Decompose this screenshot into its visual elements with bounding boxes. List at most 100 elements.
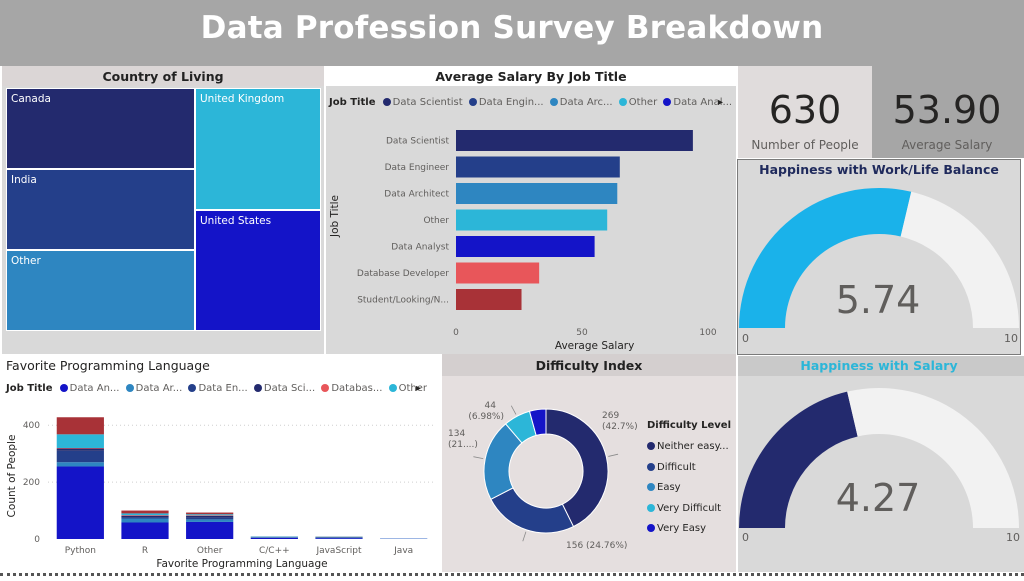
salary-bar-data-scientist[interactable] [456, 130, 693, 151]
difficulty-legend: Neither easy... Difficult Easy Very Diff… [647, 437, 729, 540]
legend-label: Data Scientist [392, 97, 463, 108]
legend-label: Other [398, 383, 428, 394]
language-legend: Job Title Data An... Data Ar... Data En.… [6, 383, 430, 394]
legend-label: Data Arc... [559, 97, 613, 108]
salary-legend-item-data-engineer[interactable]: Data Engin... [468, 97, 544, 108]
language-legend-item-other[interactable]: Other [388, 383, 428, 394]
language-bar-r-database-developer[interactable] [121, 515, 169, 516]
language-bar-other-data-analyst[interactable] [186, 521, 234, 539]
treemap-cell-other[interactable]: Other [6, 250, 195, 331]
language-bar-r-data-architect[interactable] [121, 518, 169, 523]
legend-dot [382, 98, 391, 106]
legend-label: Other [628, 97, 658, 108]
language-bar-r-data-analyst[interactable] [121, 522, 169, 539]
treemap-cell-united-states[interactable]: United States [195, 210, 321, 331]
legend-label: Data Sci... [263, 383, 316, 394]
salary-panel-title: Average Salary By Job Title [435, 69, 627, 84]
difficulty-legend-item-easy[interactable]: Easy [647, 478, 729, 499]
donut-slice-neither-easy[interactable] [545, 408, 609, 528]
salary-gauge-title: Happiness with Salary [800, 358, 958, 373]
treemap-label-united-states: United States [200, 215, 272, 227]
treemap-label-canada: Canada [11, 93, 51, 105]
legend-dot [618, 98, 627, 106]
language-bar-javascript-data-architect[interactable] [315, 537, 363, 539]
language-bar-other-data-architect[interactable] [186, 519, 234, 522]
language-bar-python-database-developer[interactable] [56, 447, 104, 449]
language-category-label: Java [393, 546, 413, 556]
salary-gauge-min: 0 [742, 531, 749, 544]
donut-slice-very-easy[interactable] [528, 408, 547, 436]
difficulty-legend-item-difficult[interactable]: Difficult [647, 458, 729, 479]
language-category-label: Python [65, 546, 96, 556]
salary-legend-item-data-scientist[interactable]: Data Scientist [382, 97, 463, 108]
legend-label: Databas... [331, 383, 383, 394]
legend-dot [647, 442, 655, 450]
language-stacked-bar-chart: Count of People 0 200 400 Python R Other C/C++ J… [6, 417, 436, 570]
salary-bar-student-looking-n[interactable] [456, 289, 522, 310]
legend-dot [663, 98, 672, 106]
treemap-cell-canada[interactable]: Canada [6, 88, 195, 169]
language-bar-r-other[interactable] [121, 513, 169, 516]
legend-dot [125, 384, 134, 392]
language-bar-javascript-data-analyst[interactable] [315, 538, 363, 539]
salary-legend-item-data-architect[interactable]: Data Arc... [549, 97, 613, 108]
gauge-remaining-arc [900, 191, 1019, 328]
donut-leader-line [608, 453, 619, 457]
language-legend-next-arrow[interactable]: ▸ [416, 383, 422, 394]
legend-label: Neither easy... [657, 441, 729, 452]
difficulty-legend-item-very-easy[interactable]: Very Easy [647, 519, 729, 540]
language-bar-python-data-scientist[interactable] [56, 448, 104, 451]
treemap-cell-india[interactable]: India [6, 169, 195, 250]
salary-bar-data-analyst[interactable] [456, 236, 595, 257]
work-life-gauge-min: 0 [742, 332, 749, 345]
salary-category-label: Student/Looking/N... [357, 296, 449, 306]
donut-data-label: 134 (21....) [448, 429, 478, 450]
language-bar-other-database-developer[interactable] [186, 515, 234, 516]
language-legend-item-data-scientist[interactable]: Data Sci... [253, 383, 316, 394]
difficulty-legend-item-very-difficult[interactable]: Very Difficult [647, 499, 729, 520]
legend-label: Data Anal... [673, 97, 733, 108]
salary-category-label: Data Engineer [385, 163, 450, 173]
people-count-label: Number of People [751, 138, 859, 152]
language-bar-other-other[interactable] [186, 514, 234, 516]
salary-legend-item-other[interactable]: Other [618, 97, 658, 108]
salary-legend-item-data-analyst[interactable]: Data Anal... [663, 97, 732, 108]
language-bar-r-data-engineer[interactable] [121, 517, 169, 519]
language-bar-python-student-looking-n[interactable] [56, 417, 104, 435]
legend-label: Data Engin... [478, 97, 544, 108]
language-legend-item-data-architect[interactable]: Data Ar... [125, 383, 182, 394]
treemap-cell-united-kingdom[interactable]: United Kingdom [195, 88, 321, 210]
language-bar-c-c-data-analyst[interactable] [250, 537, 298, 539]
salary-bar-data-engineer[interactable] [456, 156, 620, 178]
salary-category-label: Database Developer [357, 269, 449, 279]
language-bar-r-data-scientist[interactable] [121, 515, 169, 518]
language-bar-other-data-engineer[interactable] [186, 517, 234, 520]
salary-category-label: Other [423, 216, 449, 226]
legend-dot [647, 524, 655, 532]
legend-label: Data An... [69, 383, 120, 394]
gauge-remaining-arc [847, 388, 1019, 528]
language-bar-python-data-engineer[interactable] [56, 450, 104, 463]
language-bar-python-data-architect[interactable] [56, 462, 104, 467]
salary-bar-data-architect[interactable] [456, 183, 618, 204]
language-y-tick: 0 [34, 535, 40, 545]
donut-slice-difficult[interactable] [490, 487, 575, 534]
language-bar-r-student-looking-n[interactable] [121, 510, 169, 514]
language-bar-python-other[interactable] [56, 434, 104, 448]
language-legend-item-data-analyst[interactable]: Data An... [59, 383, 120, 394]
work-life-gauge-value: 5.74 [835, 278, 921, 322]
difficulty-legend-item-neither[interactable]: Neither easy... [647, 437, 729, 458]
language-bar-other-data-scientist[interactable] [186, 515, 234, 518]
salary-bar-other[interactable] [456, 209, 608, 231]
legend-label: Data En... [198, 383, 248, 394]
salary-bar-database-developer[interactable] [456, 262, 540, 284]
language-bar-c-c-data-architect[interactable] [250, 537, 298, 538]
gauge-value-arc [739, 391, 858, 528]
salary-legend-next-arrow[interactable]: ▸ [718, 97, 724, 108]
language-legend-item-data-engineer[interactable]: Data En... [188, 383, 248, 394]
language-bar-python-data-analyst[interactable] [56, 466, 104, 539]
legend-dot [188, 384, 197, 392]
language-bar-other-student-looking-n[interactable] [186, 512, 234, 515]
language-legend-item-database-developer[interactable]: Databas... [321, 383, 382, 394]
difficulty-panel-header [442, 354, 736, 376]
